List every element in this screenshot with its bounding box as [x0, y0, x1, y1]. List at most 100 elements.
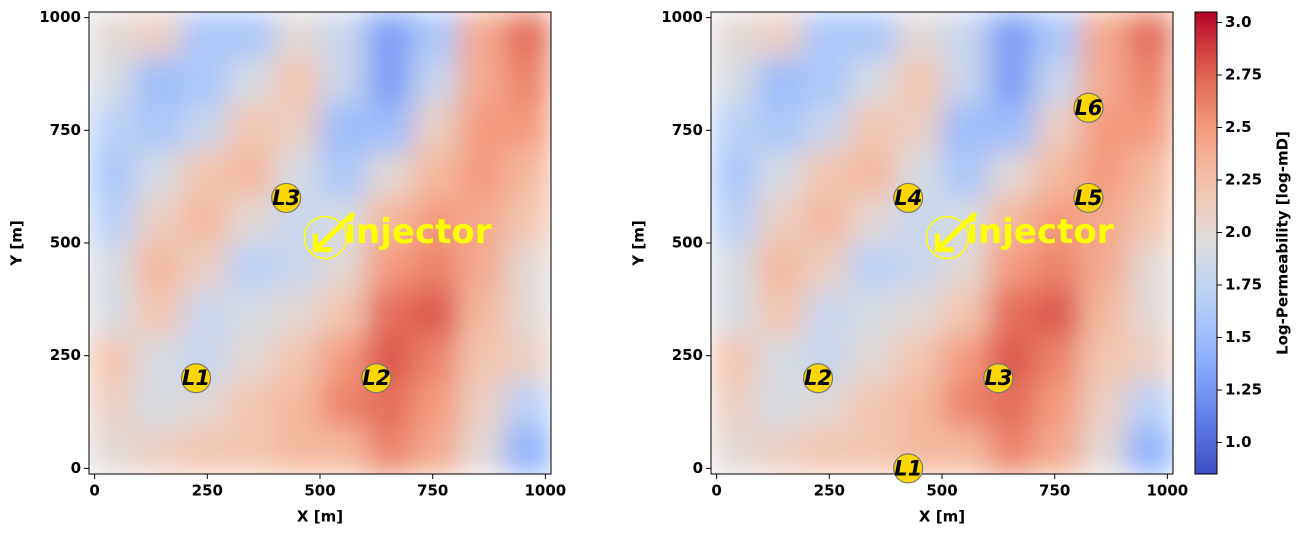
cell	[181, 427, 229, 474]
cell	[227, 150, 275, 198]
cell	[181, 12, 229, 59]
cell	[366, 150, 413, 198]
cell	[711, 196, 758, 244]
heatmap-cells	[711, 12, 1173, 474]
cell	[942, 104, 989, 152]
cell	[1034, 335, 1082, 383]
injector-arrow	[934, 211, 978, 253]
cell	[366, 12, 413, 59]
cell	[412, 104, 460, 152]
cell	[942, 58, 989, 105]
y-tick-label: 500	[50, 234, 81, 252]
cell	[181, 150, 229, 198]
x-tick-label: 1000	[1146, 482, 1188, 500]
y-tick-label: 1000	[39, 8, 81, 26]
cell	[89, 243, 136, 290]
well-label: L3	[984, 366, 1012, 390]
cell	[366, 196, 413, 244]
cell	[1126, 58, 1173, 105]
cell	[711, 243, 758, 290]
cell	[1034, 12, 1082, 59]
cell	[135, 243, 182, 290]
cell	[1126, 196, 1173, 244]
y-tick-label: 0	[71, 459, 81, 477]
colorbar-tick-label: 2.25	[1225, 171, 1262, 189]
cell	[803, 196, 851, 244]
cell	[135, 381, 182, 429]
colorbar-tick-label: 1.25	[1225, 381, 1262, 399]
cell	[89, 427, 136, 474]
cell	[273, 58, 321, 105]
cell	[1126, 150, 1173, 198]
cell	[711, 427, 758, 474]
well-marker	[983, 363, 1014, 394]
cell	[849, 150, 897, 198]
cell	[458, 289, 506, 336]
well-label: L1	[182, 366, 210, 390]
x-tick-label: 250	[814, 482, 845, 500]
cell	[988, 12, 1035, 59]
cell	[942, 289, 989, 336]
cell	[89, 289, 136, 336]
cell	[1034, 150, 1082, 198]
cell	[412, 381, 460, 429]
cell	[273, 12, 321, 59]
x-tick-label: 1000	[524, 482, 566, 500]
cell	[849, 243, 897, 290]
x-tick-label: 0	[89, 482, 99, 500]
well-marker	[802, 363, 834, 394]
cell	[458, 12, 506, 59]
y-tick-label: 250	[672, 346, 703, 364]
y-tick-label: 750	[50, 121, 81, 139]
cell	[181, 104, 229, 152]
cell	[849, 335, 897, 383]
cell	[504, 104, 551, 152]
cell	[320, 150, 367, 198]
cell	[757, 12, 804, 59]
cell	[458, 243, 506, 290]
cell	[1126, 289, 1173, 336]
cell	[1034, 427, 1082, 474]
cell	[1080, 335, 1128, 383]
heatmap-cells	[89, 12, 551, 474]
cell	[895, 58, 943, 105]
cell	[412, 150, 460, 198]
cell	[942, 335, 989, 383]
colorbar-tick-label: 1.5	[1225, 328, 1252, 346]
cell	[273, 427, 321, 474]
cell	[458, 150, 506, 198]
injector-arrow	[312, 211, 356, 253]
cell	[988, 150, 1035, 198]
cell	[227, 381, 275, 429]
cell	[320, 289, 367, 336]
cell	[504, 12, 551, 59]
colorbar-tick-label: 1.0	[1225, 433, 1252, 451]
cell	[895, 104, 943, 152]
cell	[711, 12, 758, 59]
cell	[320, 381, 367, 429]
cell	[895, 12, 943, 59]
cell	[504, 427, 551, 474]
cell	[135, 289, 182, 336]
cell	[711, 58, 758, 105]
cell	[988, 427, 1035, 474]
cell	[458, 335, 506, 383]
cell	[366, 427, 413, 474]
cell	[412, 12, 460, 59]
cell	[757, 335, 804, 383]
y-axis-label: Y [m]	[630, 220, 648, 266]
x-tick-label: 0	[711, 482, 721, 500]
cell	[757, 58, 804, 105]
cell	[757, 196, 804, 244]
cell	[135, 196, 182, 244]
cell	[711, 381, 758, 429]
well-label: L2	[804, 366, 832, 390]
well-marker	[893, 453, 924, 484]
cell	[135, 427, 182, 474]
cell	[757, 381, 804, 429]
x-tick-label: 750	[1039, 482, 1070, 500]
cell	[412, 58, 460, 105]
y-axis-label: Y [m]	[8, 220, 26, 266]
cell	[273, 289, 321, 336]
